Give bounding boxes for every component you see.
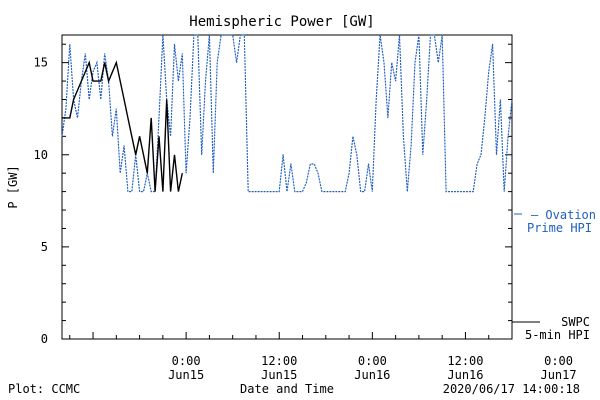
plot-frame — [61, 34, 513, 340]
x-tick-label-date: Jun15 — [168, 368, 204, 382]
y-tick-label: 5 — [41, 240, 48, 254]
legend-ovation-line2: Prime HPI — [527, 221, 592, 235]
footer-left: Plot: CCMC — [8, 382, 80, 396]
x-tick-label-time: 12:00 — [261, 354, 297, 368]
x-tick-label-time: 0:00 — [544, 354, 573, 368]
x-tick-label-date: Jun17 — [540, 368, 576, 382]
footer-right: 2020/06/17 14:00:18 — [443, 382, 580, 396]
y-axis: 0 5 10 15 — [34, 43, 512, 346]
series-swpc-5-min-hpi — [62, 60, 183, 192]
series-layer — [61, 34, 513, 193]
y-tick-label: 0 — [41, 332, 48, 346]
chart-title: Hemispheric Power [GW] — [189, 14, 374, 30]
x-axis: 0:00Jun1512:00Jun150:00Jun1612:00Jun160:… — [69, 332, 577, 382]
x-tick-label-date: Jun16 — [354, 368, 390, 382]
x-tick-label-date: Jun15 — [261, 368, 297, 382]
x-axis-label: Date and Time — [240, 382, 334, 396]
x-tick-label-time: 12:00 — [447, 354, 483, 368]
y-tick-label: 15 — [34, 56, 48, 70]
legend-ovation-line1: — Ovation — [531, 208, 596, 222]
x-tick-label-time: 0:00 — [172, 354, 201, 368]
series-ovation-prime-hpi — [61, 34, 513, 193]
y-axis-label: P [GW] — [6, 165, 20, 208]
legend-swpc-line2: 5-min HPI — [525, 328, 590, 342]
y-tick-label: 10 — [34, 148, 48, 162]
x-tick-label-time: 0:00 — [358, 354, 387, 368]
x-tick-label-date: Jun16 — [447, 368, 483, 382]
legend-swpc-line1: SWPC — [561, 315, 590, 329]
